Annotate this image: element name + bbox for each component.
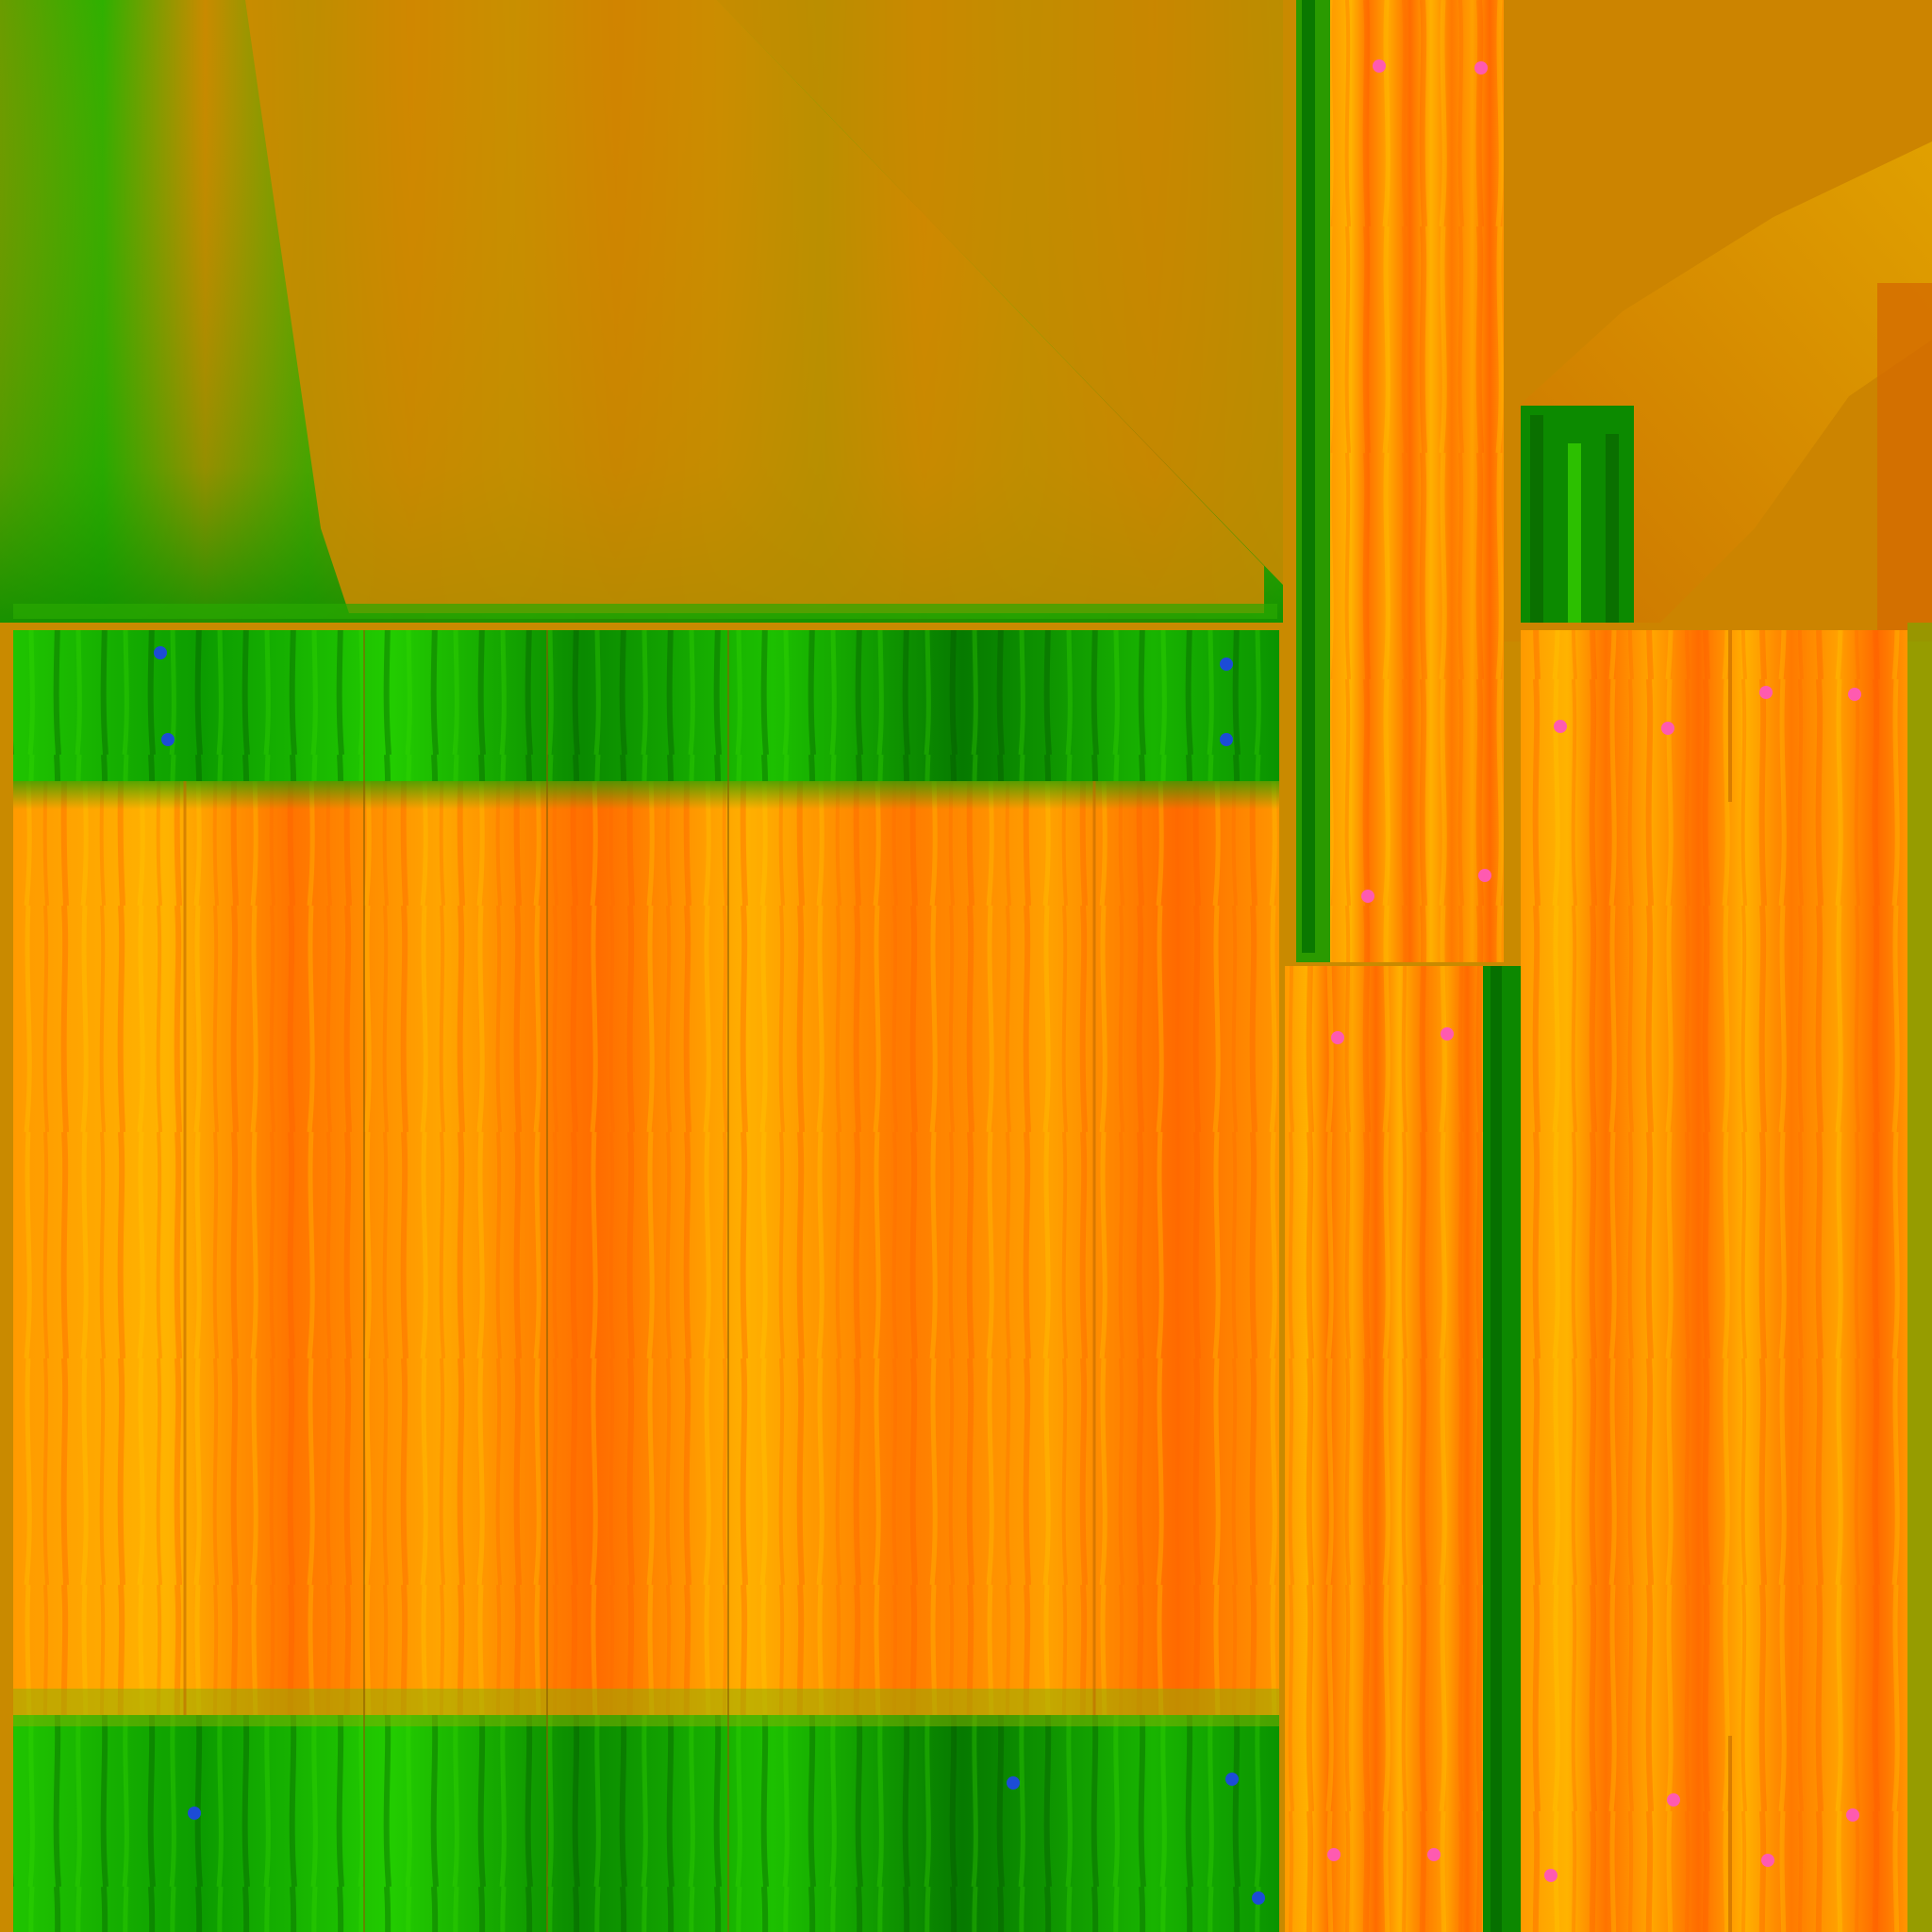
blue-markers — [154, 646, 1265, 1905]
amber-wedge-left — [226, 0, 1264, 613]
top-right-right-streak — [1877, 283, 1932, 641]
pink-markers — [1327, 59, 1861, 1882]
amber-wedge-slope — [717, 0, 1283, 585]
